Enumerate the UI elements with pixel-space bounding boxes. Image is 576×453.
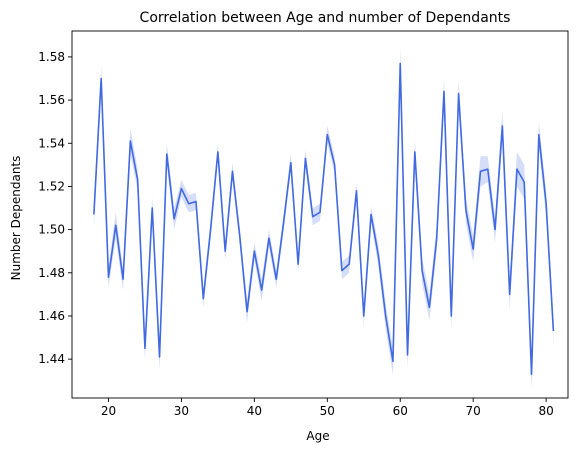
data-point (436, 237, 438, 239)
y-tick-label: 1.58 (38, 50, 65, 64)
data-point (407, 354, 409, 356)
data-point (443, 91, 445, 93)
x-axis-label: Age (306, 429, 329, 443)
data-point (202, 298, 204, 300)
series-line-0 (93, 62, 555, 376)
data-point (137, 179, 139, 181)
data-point (166, 153, 168, 155)
data-point (538, 134, 540, 136)
data-point (173, 218, 175, 220)
data-point (210, 229, 212, 231)
x-tick-label: 60 (393, 404, 408, 418)
x-tick-label: 20 (101, 404, 116, 418)
data-point (122, 278, 124, 280)
data-point (494, 229, 496, 231)
data-point (465, 209, 467, 211)
x-tick-label: 70 (466, 404, 481, 418)
data-point (268, 237, 270, 239)
data-point (261, 289, 263, 291)
data-point (334, 164, 336, 166)
chart-title: Correlation between Age and number of De… (140, 10, 511, 26)
y-tick-label: 1.48 (38, 266, 65, 280)
data-point (553, 330, 555, 332)
data-point (246, 311, 248, 313)
data-point (195, 201, 197, 203)
data-point (151, 207, 153, 209)
y-tick-label: 1.50 (38, 223, 65, 237)
plot-area (93, 48, 555, 390)
data-point (472, 248, 474, 250)
data-point (429, 307, 431, 309)
data-point (458, 93, 460, 95)
data-point (502, 125, 504, 127)
data-point (363, 315, 365, 317)
data-point (421, 270, 423, 272)
data-point (392, 361, 394, 363)
data-point (312, 216, 314, 218)
data-point (297, 263, 299, 265)
y-axis-label: Number Dependants (9, 156, 23, 281)
plot-frame (71, 30, 569, 399)
data-point (341, 270, 343, 272)
data-point (509, 294, 511, 296)
data-point (181, 188, 183, 190)
data-point (115, 224, 117, 226)
data-point (232, 171, 234, 173)
data-point (348, 263, 350, 265)
data-point (385, 315, 387, 317)
data-point (283, 222, 285, 224)
data-point (290, 162, 292, 164)
data-point (93, 214, 95, 216)
data-point (217, 151, 219, 153)
y-axis: 1.44 1.46 1.48 1.50 1.52 1.54 1.56 1.58 (38, 50, 72, 366)
data-point (239, 235, 241, 237)
x-tick-label: 30 (174, 404, 189, 418)
data-point (224, 250, 226, 252)
data-point (480, 171, 482, 173)
data-point (326, 134, 328, 136)
data-point (356, 190, 358, 192)
y-tick-label: 1.54 (38, 136, 65, 150)
data-point (516, 168, 518, 170)
data-point (531, 373, 533, 375)
data-point (100, 78, 102, 80)
data-point (159, 356, 161, 358)
data-point (319, 212, 321, 214)
y-tick-label: 1.46 (38, 309, 65, 323)
data-point (399, 63, 401, 65)
data-point (378, 255, 380, 257)
y-tick-label: 1.56 (38, 93, 65, 107)
y-tick-label: 1.52 (38, 179, 65, 193)
data-point (188, 203, 190, 205)
y-tick-label: 1.44 (38, 352, 65, 366)
data-point (254, 250, 256, 252)
data-point (414, 151, 416, 153)
data-point (305, 158, 307, 160)
data-point (130, 140, 132, 142)
data-point (370, 214, 372, 216)
data-point (108, 276, 110, 278)
x-tick-label: 80 (538, 404, 553, 418)
data-point (450, 315, 452, 317)
x-tick-label: 50 (320, 404, 335, 418)
x-tick-label: 40 (247, 404, 262, 418)
data-point (275, 278, 277, 280)
data-point (545, 203, 547, 205)
data-point (523, 181, 525, 183)
x-axis: 20 30 40 50 60 70 80 (101, 398, 554, 418)
data-point (144, 348, 146, 350)
data-point (487, 168, 489, 170)
